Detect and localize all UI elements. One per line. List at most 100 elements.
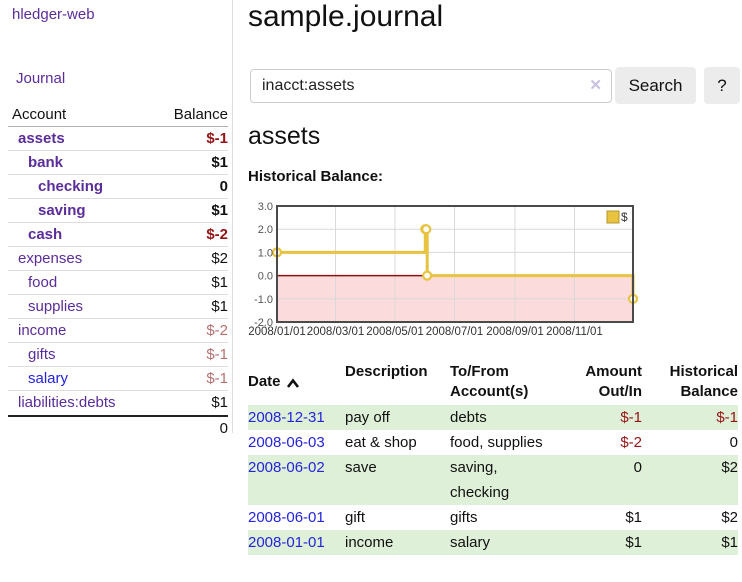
account-balance: $-2 [206, 322, 228, 339]
legend-label: $ [621, 210, 628, 224]
transaction-date-link[interactable]: 2008-06-01 [248, 509, 325, 526]
account-balance: $-1 [206, 130, 228, 147]
account-column-header: Account [12, 106, 67, 123]
search-input[interactable] [250, 69, 612, 103]
search-button[interactable]: Search [615, 67, 696, 104]
transaction-amount: 0 [633, 459, 642, 476]
transaction-amount: $1 [625, 509, 642, 526]
account-row: liabilities:debts $1 [8, 391, 228, 415]
y-tick-label: 3.0 [258, 201, 273, 213]
balance-column-header-main[interactable]: Historical Balance [669, 363, 738, 400]
account-link-food[interactable]: food [28, 274, 58, 291]
accounts-table: Account Balance assets $-1 bank $1 checking 0… [8, 103, 228, 439]
transaction-description: pay off [345, 409, 390, 426]
search-box: ✕ [250, 69, 612, 103]
accounts-table-header: Account Balance [8, 103, 228, 127]
transaction-date-link[interactable]: 2008-12-31 [248, 409, 325, 426]
account-row: saving $1 [8, 199, 228, 223]
journal-nav-link[interactable]: Journal [16, 70, 66, 87]
account-link-checking[interactable]: checking [38, 178, 104, 195]
account-link-assets[interactable]: assets [18, 130, 65, 147]
x-tick-label: 2008/05/01 [366, 326, 424, 338]
transaction-balance: $-1 [716, 409, 738, 426]
account-row: bank $1 [8, 151, 228, 175]
transaction-balance: $1 [721, 534, 738, 551]
account-link-liabilities-debts[interactable]: liabilities:debts [18, 394, 116, 411]
register-row: 2008-06-02 save saving, checking 0 $2 [248, 455, 738, 505]
transaction-accounts: salary [450, 534, 491, 551]
transaction-description: save [345, 459, 377, 476]
account-row: income $-2 [8, 319, 228, 343]
main-content: sample.journal ✕ Search ? assets Histori… [248, 0, 742, 582]
plot-border [276, 205, 634, 323]
transaction-balance: 0 [729, 434, 738, 451]
transaction-amount: $1 [625, 534, 642, 551]
total-balance: 0 [219, 420, 228, 437]
transaction-description: eat & shop [345, 434, 417, 451]
y-tick-label: -2.0 [254, 317, 273, 329]
account-link-supplies[interactable]: supplies [28, 298, 84, 315]
register-row: 2008-06-03 eat & shop food, supplies $-2 0 [248, 430, 738, 455]
app-title-link[interactable]: hledger-web [12, 6, 95, 23]
date-column-header[interactable]: Date [248, 362, 345, 402]
description-column-header[interactable]: Description [345, 363, 428, 380]
x-tick-label: 2008/07/01 [426, 326, 484, 338]
x-tick-label: 2008/03/01 [307, 326, 365, 338]
register-row: 2008-06-01 gift gifts $1 $2 [248, 505, 738, 530]
register-rows: 2008-12-31 pay off debts $-1 $-1 2008-06-03 ea… [248, 405, 738, 555]
x-tick-label: 2008/01/01 [248, 326, 306, 338]
account-link-gifts[interactable]: gifts [28, 346, 56, 363]
account-row: checking 0 [8, 175, 228, 199]
account-link-bank[interactable]: bank [28, 154, 64, 171]
transaction-balance: $2 [721, 459, 738, 476]
account-row: cash $-2 [8, 223, 228, 247]
transaction-amount: $-1 [620, 409, 642, 426]
x-tick-label: 2008/09/01 [486, 326, 544, 338]
account-link-income[interactable]: income [18, 322, 67, 339]
transaction-balance: $2 [721, 509, 738, 526]
account-row: expenses $2 [8, 247, 228, 271]
transaction-description: gift [345, 509, 366, 526]
y-tick-label: 1.0 [258, 247, 273, 259]
help-button[interactable]: ? [704, 67, 740, 104]
account-link-salary[interactable]: salary [28, 370, 69, 387]
register-row: 2008-12-31 pay off debts $-1 $-1 [248, 405, 738, 430]
transaction-date-link[interactable]: 2008-01-01 [248, 534, 325, 551]
account-balance: $1 [211, 394, 228, 411]
y-tick-label: -1.0 [254, 294, 273, 306]
account-balance: $1 [211, 298, 228, 315]
account-balance: 0 [219, 178, 228, 195]
account-balance: $1 [211, 202, 228, 219]
x-tick-label: 2008/11/01 [546, 326, 603, 338]
page-title: sample.journal [248, 0, 444, 33]
register-row: 2008-01-01 income salary $1 $1 [248, 530, 738, 555]
accounts-total-row: 0 [8, 415, 228, 439]
register-table: Date Description To/From Account(s) Amou… [248, 362, 738, 555]
account-row: salary $-1 [8, 367, 228, 391]
transaction-date-link[interactable]: 2008-06-03 [248, 434, 325, 451]
data-point-marker [422, 270, 433, 281]
account-row: food $1 [8, 271, 228, 295]
account-link-expenses[interactable]: expenses [18, 250, 83, 267]
sort-ascending-icon [286, 377, 299, 388]
transaction-date-link[interactable]: 2008-06-02 [248, 459, 325, 476]
transaction-accounts: saving, checking [450, 459, 510, 501]
y-tick-label: 0.0 [258, 271, 273, 283]
account-row: supplies $1 [8, 295, 228, 319]
account-row: gifts $-1 [8, 343, 228, 367]
account-link-cash[interactable]: cash [28, 226, 63, 243]
transaction-accounts: food, supplies [450, 434, 543, 451]
balance-column-header: Balance [173, 106, 228, 123]
transaction-amount: $-2 [620, 434, 642, 451]
account-balance: $1 [211, 274, 228, 291]
clear-search-icon[interactable]: ✕ [589, 77, 602, 94]
account-link-saving[interactable]: saving [38, 202, 86, 219]
account-balance: $1 [211, 154, 228, 171]
amount-column-header[interactable]: Amount Out/In [585, 363, 642, 400]
accounts-rows: assets $-1 bank $1 checking 0 saving $1 cash $-2 e… [8, 127, 228, 415]
sidebar: hledger-web Journal Account Balance asse… [0, 0, 233, 437]
accounts-column-header[interactable]: To/From Account(s) [450, 363, 529, 400]
data-point-marker [421, 224, 432, 235]
account-balance: $-1 [206, 346, 228, 363]
